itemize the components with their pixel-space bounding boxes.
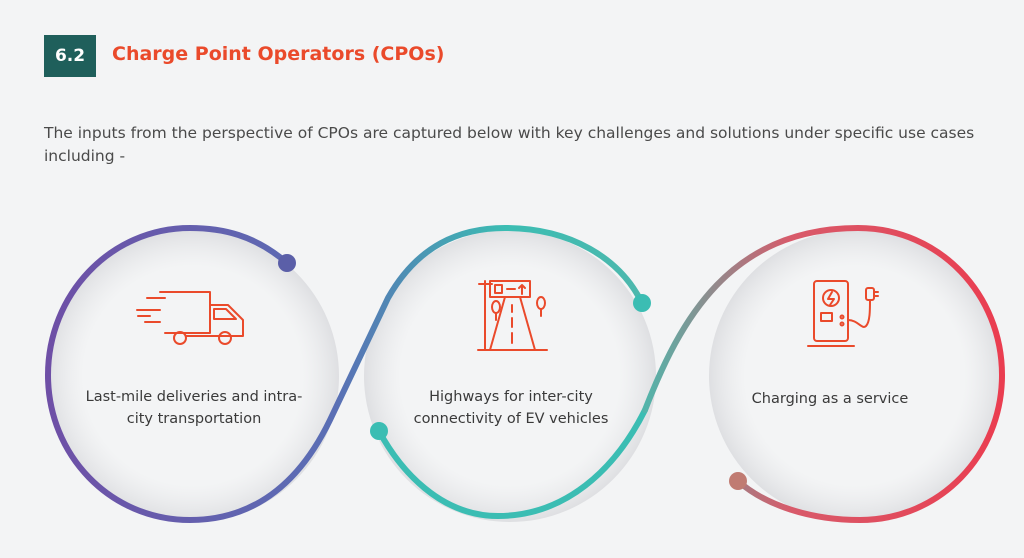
wave-endpoint-dot-rose [729,472,747,490]
highway-icon [477,280,548,351]
circle-background-2 [364,230,656,522]
section-number-badge: 6.2 [44,35,96,77]
delivery-truck-icon [136,291,244,345]
circle-background-3 [709,230,1001,522]
circle-background-1 [47,230,339,522]
section-title: Charge Point Operators (CPOs) [112,43,445,65]
wave-endpoint-dot-teal-top [633,294,651,312]
use-case-label-highways: Highways for inter-city connectivity of … [413,389,609,427]
wave-endpoint-dot-purple [278,254,296,272]
use-case-label-last-mile: Last-mile deliveries and intra-city tran… [85,389,303,427]
use-case-label-charging-service: Charging as a service [751,391,909,407]
charging-station-icon [807,280,879,347]
wave-segment-main [44,224,1006,524]
wave-endpoint-dot-teal-bottom [370,422,388,440]
wave-segment-teal-bottom [376,407,648,520]
intro-paragraph: The inputs from the perspective of CPOs … [44,124,975,165]
